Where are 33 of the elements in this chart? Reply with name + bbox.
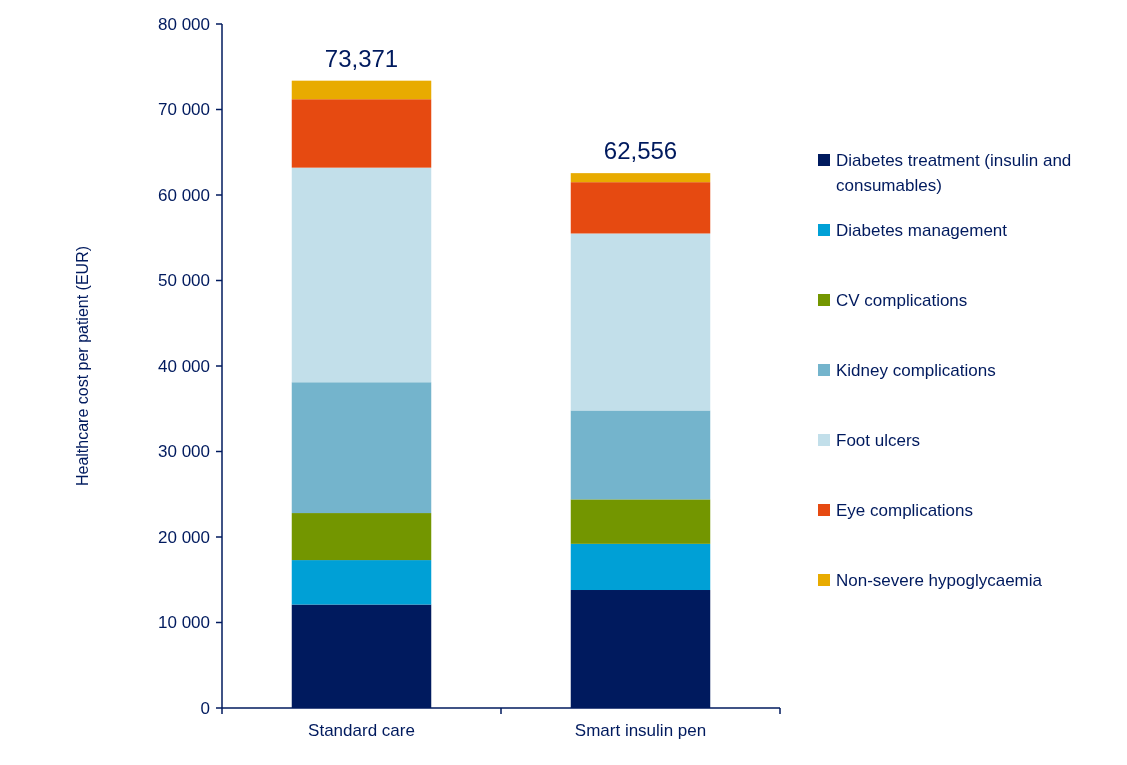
y-axis-title: Healthcare cost per patient (EUR): [74, 245, 91, 487]
y-tick-label: 10 000: [158, 613, 210, 633]
y-tick-label: 40 000: [158, 356, 210, 376]
y-tick-label: 20 000: [158, 527, 210, 547]
bar: [570, 173, 711, 183]
y-tick-label: 80 000: [158, 14, 210, 34]
bar: [570, 233, 711, 411]
bar: [291, 99, 432, 168]
legend-label: Foot ulcers: [836, 430, 921, 450]
bar: [570, 499, 711, 544]
legend-label: Kidney complications: [836, 360, 996, 380]
legend-label: Diabetes treatment (insulin and consumables): [836, 150, 1072, 196]
y-tick-label: 50 000: [158, 271, 210, 291]
legend-label: CV complications: [836, 290, 968, 310]
bar: [291, 382, 432, 514]
y-tick-label: 0: [200, 698, 210, 718]
bar: [570, 410, 711, 500]
bar: [291, 80, 432, 100]
bar: [291, 560, 432, 605]
y-tick-label: 30 000: [158, 442, 210, 462]
x-tick-label: Standard care: [308, 721, 415, 740]
legend-label: Diabetes management: [836, 220, 1008, 240]
y-tick-label: 70 000: [158, 100, 210, 120]
total-label: 73,371: [324, 44, 399, 72]
legend-label: Eye complications: [836, 500, 974, 520]
bar: [291, 513, 432, 561]
x-tick-label: Smart insulin pen: [574, 721, 707, 740]
y-tick-label: 60 000: [158, 185, 210, 205]
bar: [570, 543, 711, 591]
bar: [291, 167, 432, 383]
bar: [570, 182, 711, 234]
legend-label: Non-severe hypoglycaemia: [836, 570, 1043, 590]
total-label: 62,556: [603, 137, 678, 165]
